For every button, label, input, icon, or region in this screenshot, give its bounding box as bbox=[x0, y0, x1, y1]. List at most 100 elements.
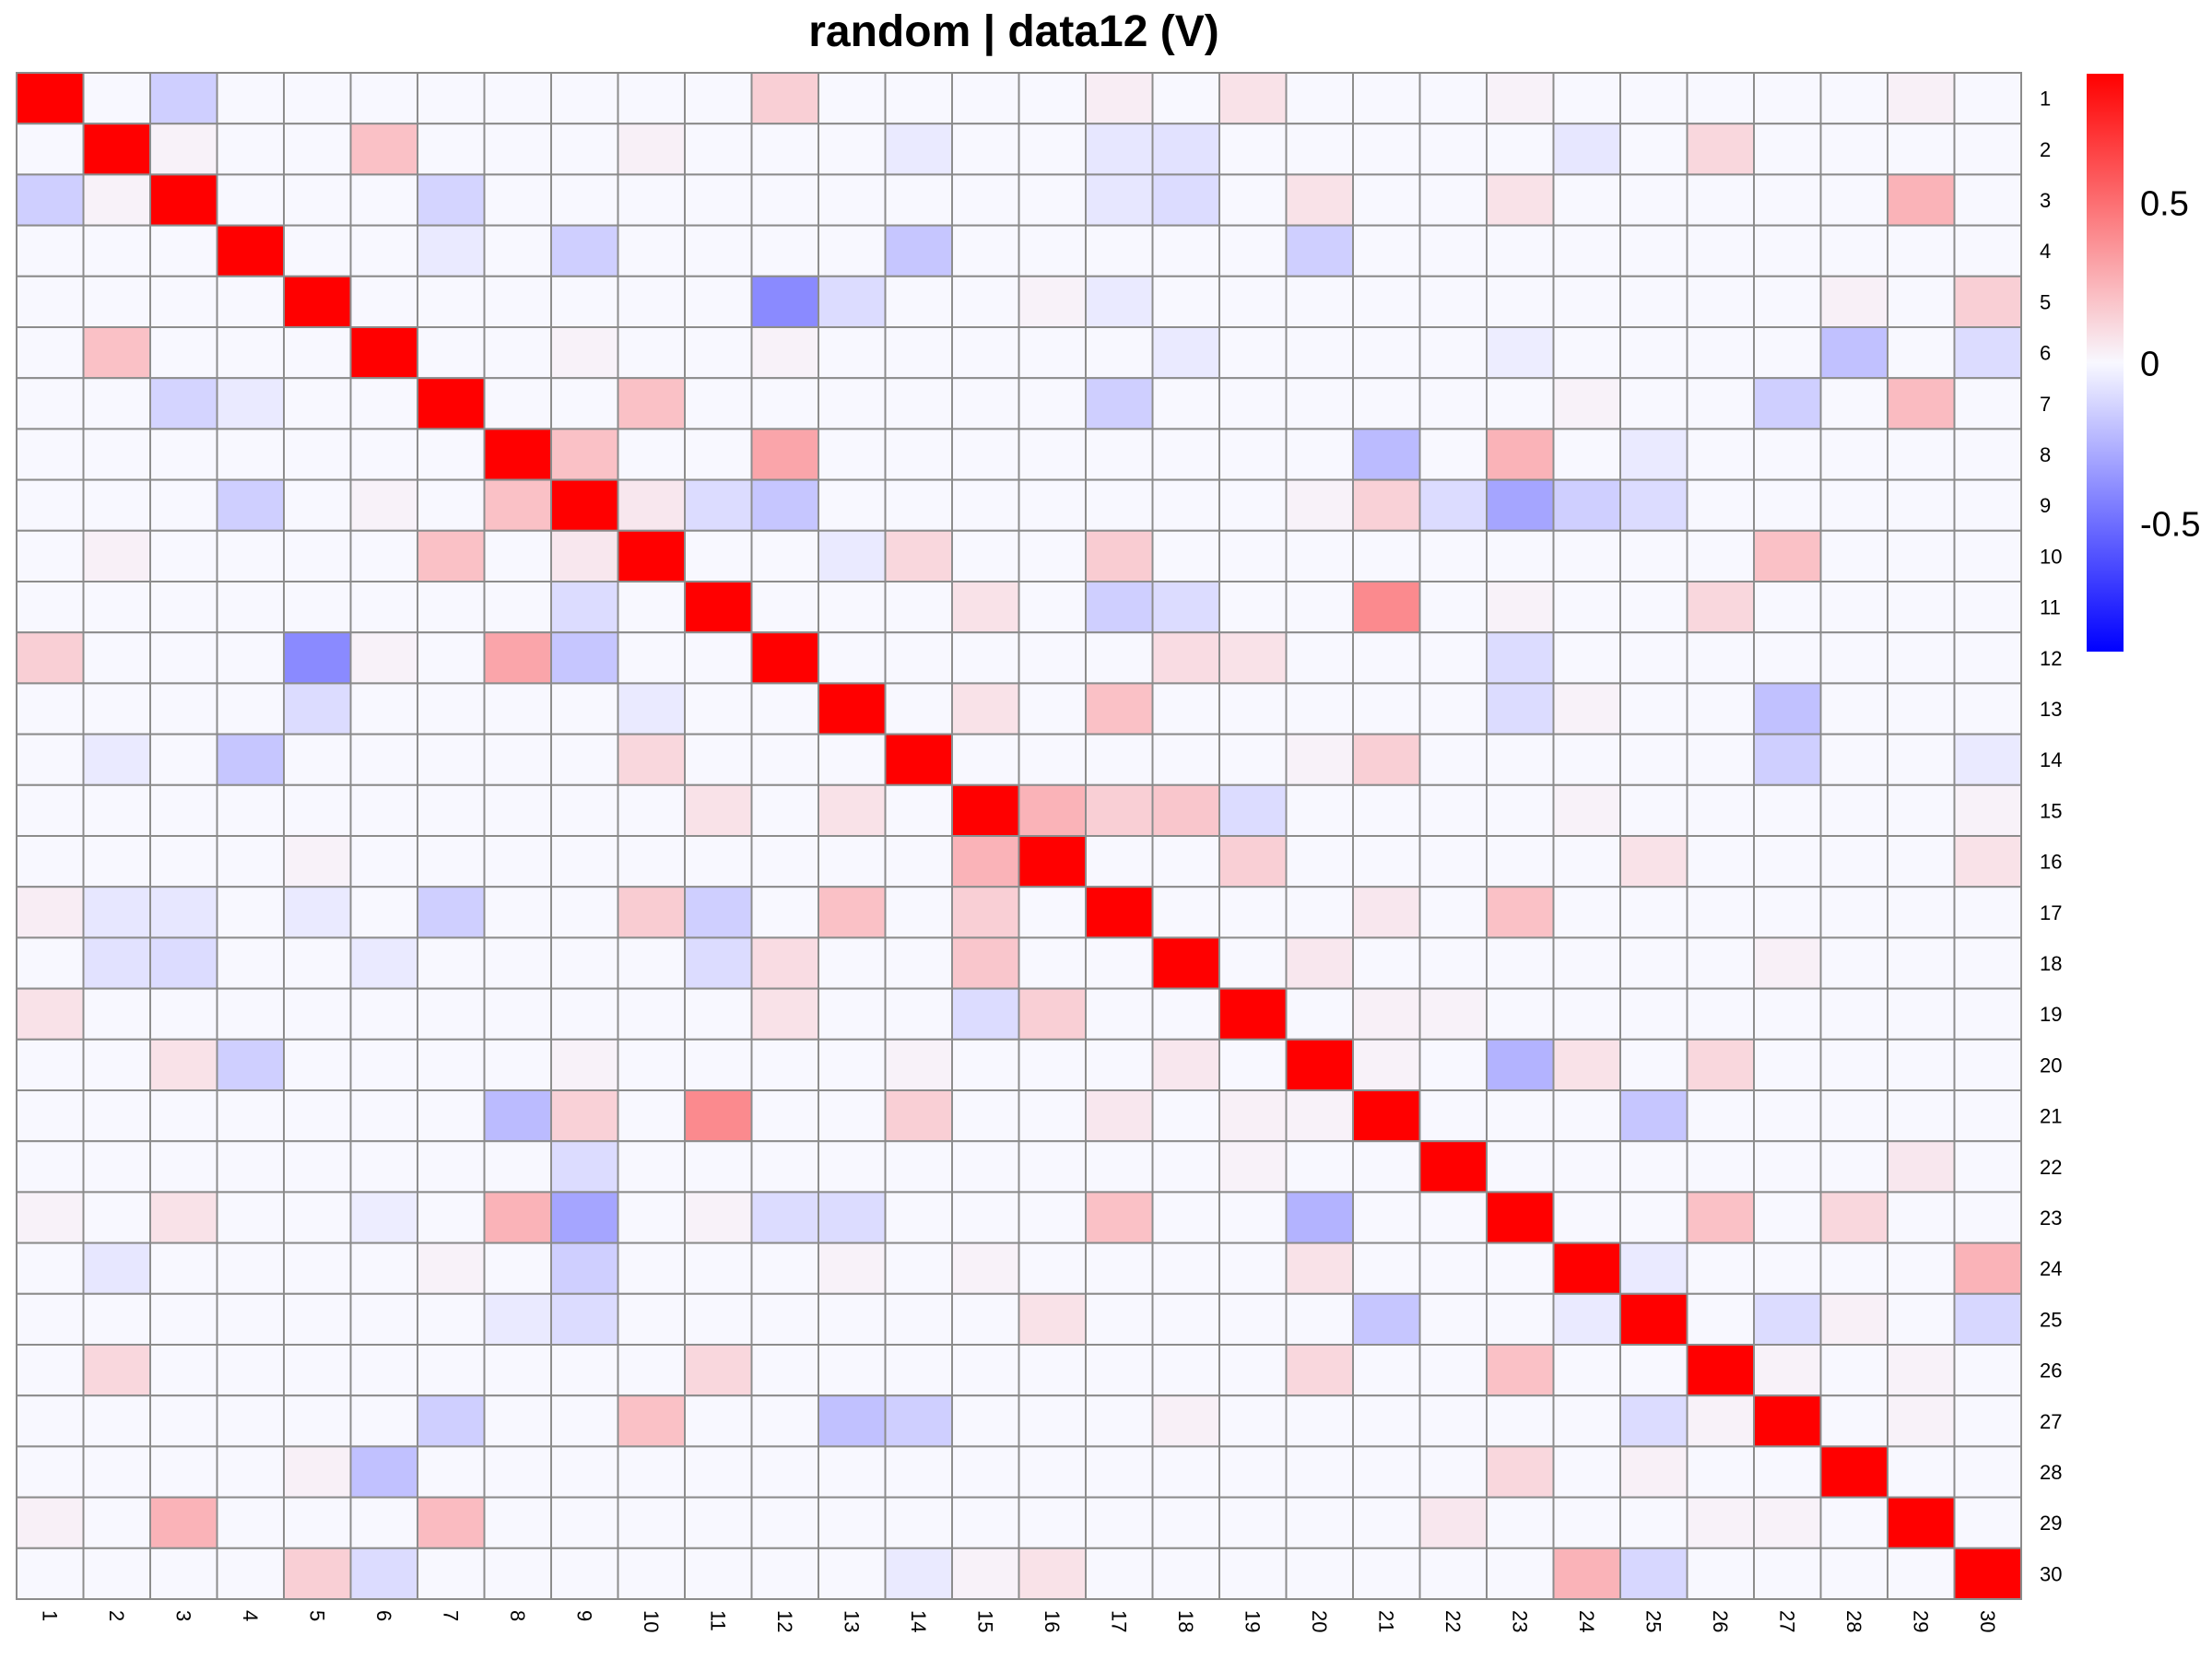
heatmap-cell bbox=[684, 783, 753, 837]
heatmap-cell bbox=[617, 1496, 686, 1549]
heatmap-cell bbox=[16, 1547, 85, 1601]
heatmap-cell bbox=[1486, 123, 1555, 176]
heatmap-cell bbox=[818, 326, 887, 380]
heatmap-cell bbox=[16, 631, 85, 685]
heatmap-cell bbox=[82, 1089, 151, 1143]
heatmap-cell bbox=[1552, 173, 1621, 227]
heatmap-cell bbox=[1953, 377, 2022, 430]
heatmap-cell bbox=[1418, 123, 1488, 176]
heatmap-cell bbox=[283, 1292, 352, 1347]
heatmap-cell bbox=[1686, 835, 1755, 888]
heatmap-cell bbox=[16, 1191, 85, 1244]
heatmap-cell bbox=[1218, 1292, 1288, 1347]
heatmap-cell bbox=[1285, 1038, 1354, 1092]
heatmap-cell bbox=[349, 1344, 418, 1397]
heatmap-cell bbox=[1686, 529, 1755, 582]
heatmap-cell bbox=[750, 1292, 819, 1347]
heatmap-cell bbox=[1819, 428, 1888, 481]
heatmap-cell bbox=[149, 783, 218, 837]
column-label: 30 bbox=[1976, 1610, 1999, 1632]
heatmap-cell bbox=[1819, 377, 1888, 430]
heatmap-cell bbox=[1151, 173, 1220, 227]
heatmap-cell bbox=[1753, 631, 1822, 685]
heatmap-cell bbox=[349, 428, 418, 481]
heatmap-cell bbox=[1352, 377, 1421, 430]
heatmap-cell bbox=[1686, 1394, 1755, 1448]
heatmap-cell bbox=[1085, 1344, 1154, 1397]
heatmap-cell bbox=[1619, 987, 1688, 1041]
heatmap-cell bbox=[1887, 1344, 1956, 1397]
heatmap-cell bbox=[1953, 123, 2022, 176]
heatmap-cell bbox=[1753, 1496, 1822, 1549]
heatmap-cell bbox=[149, 835, 218, 888]
heatmap-cell bbox=[1151, 1496, 1220, 1549]
heatmap-cell bbox=[349, 1547, 418, 1601]
heatmap-cell bbox=[750, 1394, 819, 1448]
heatmap-cell bbox=[283, 581, 352, 634]
heatmap-cell bbox=[750, 733, 819, 786]
heatmap-cell bbox=[750, 886, 819, 939]
heatmap-cell bbox=[149, 123, 218, 176]
heatmap-cell bbox=[884, 936, 953, 990]
heatmap-cell bbox=[1686, 1241, 1755, 1295]
heatmap-cell bbox=[1819, 1394, 1888, 1448]
heatmap-cell bbox=[1686, 123, 1755, 176]
heatmap-cell bbox=[1887, 1496, 1956, 1549]
heatmap-cell bbox=[82, 1394, 151, 1448]
heatmap-cell bbox=[550, 783, 619, 837]
heatmap-cell bbox=[818, 72, 887, 125]
heatmap-cell bbox=[16, 529, 85, 582]
colorbar-tick-label: 0.5 bbox=[2140, 184, 2189, 223]
heatmap-cell bbox=[1486, 173, 1555, 227]
heatmap-cell bbox=[283, 72, 352, 125]
heatmap-cell bbox=[82, 1038, 151, 1092]
heatmap-cell bbox=[417, 1394, 486, 1448]
heatmap-cell bbox=[1619, 478, 1688, 532]
heatmap-cell bbox=[617, 783, 686, 837]
heatmap-cell bbox=[617, 123, 686, 176]
colorbar-ticks: 0.5 0 -0.5 bbox=[2140, 184, 2200, 544]
heatmap-cell bbox=[1085, 72, 1154, 125]
heatmap-cell bbox=[1619, 783, 1688, 837]
heatmap-cell bbox=[1085, 529, 1154, 582]
heatmap-cell bbox=[483, 581, 552, 634]
heatmap-cell bbox=[1887, 1292, 1956, 1347]
heatmap-cell bbox=[82, 1140, 151, 1194]
heatmap-cell bbox=[149, 936, 218, 990]
heatmap-cell bbox=[1887, 377, 1956, 430]
heatmap-cell bbox=[1151, 1241, 1220, 1295]
heatmap-cell bbox=[82, 478, 151, 532]
heatmap-cell bbox=[1285, 936, 1354, 990]
heatmap-cell bbox=[1218, 123, 1288, 176]
heatmap-cell bbox=[1085, 173, 1154, 227]
heatmap-cell bbox=[1085, 1445, 1154, 1499]
chart-title: random | data12 (V) bbox=[808, 7, 1219, 56]
heatmap-cell bbox=[1151, 1292, 1220, 1347]
heatmap-cell bbox=[283, 123, 352, 176]
heatmap-cell bbox=[82, 529, 151, 582]
heatmap-cell bbox=[750, 326, 819, 380]
heatmap-cell bbox=[149, 733, 218, 786]
heatmap-cell bbox=[1953, 783, 2022, 837]
heatmap-cell bbox=[1018, 733, 1087, 786]
heatmap-cell bbox=[483, 428, 552, 481]
heatmap-cell bbox=[550, 682, 619, 735]
heatmap-cell bbox=[1953, 1445, 2022, 1499]
heatmap-cell bbox=[82, 1344, 151, 1397]
heatmap-cell bbox=[1018, 428, 1087, 481]
heatmap-cell bbox=[1619, 224, 1688, 277]
heatmap-cell bbox=[550, 1547, 619, 1601]
heatmap-cell bbox=[1552, 1344, 1621, 1397]
heatmap-cell bbox=[550, 1038, 619, 1092]
heatmap-cell bbox=[1953, 72, 2022, 125]
heatmap-cell bbox=[349, 123, 418, 176]
heatmap-cell bbox=[1486, 275, 1555, 328]
heatmap-cell bbox=[283, 173, 352, 227]
heatmap-cell bbox=[684, 428, 753, 481]
heatmap-cell bbox=[1018, 72, 1087, 125]
heatmap-cell bbox=[149, 886, 218, 939]
heatmap-cell bbox=[1953, 1089, 2022, 1143]
heatmap-cell bbox=[16, 123, 85, 176]
heatmap-cell bbox=[417, 377, 486, 430]
column-label: 26 bbox=[1709, 1610, 1732, 1632]
